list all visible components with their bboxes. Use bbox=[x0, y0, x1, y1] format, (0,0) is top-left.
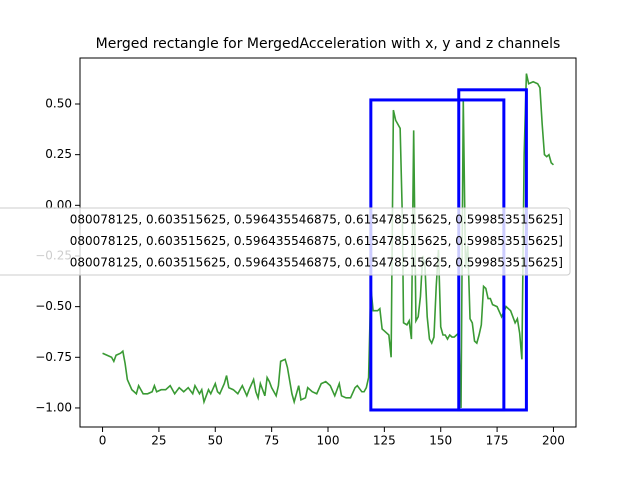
x-tick-label: 100 bbox=[317, 434, 340, 448]
legend-label: 080078125, 0.603515625, 0.596435546875, … bbox=[70, 213, 563, 227]
x-tick-label: 125 bbox=[373, 434, 396, 448]
x-tick-label: 50 bbox=[208, 434, 223, 448]
y-tick-label: −0.50 bbox=[35, 299, 72, 313]
chart-title: Merged rectangle for MergedAcceleration … bbox=[96, 36, 561, 52]
x-tick-label: 200 bbox=[542, 434, 565, 448]
y-tick-label: −1.00 bbox=[35, 400, 72, 414]
y-tick-label: 0.50 bbox=[45, 96, 72, 110]
x-tick-label: 175 bbox=[486, 434, 509, 448]
x-tick-label: 0 bbox=[99, 434, 107, 448]
y-tick-label: −0.75 bbox=[35, 350, 72, 364]
legend-label: 080078125, 0.603515625, 0.596435546875, … bbox=[70, 234, 563, 248]
x-tick-label: 150 bbox=[429, 434, 452, 448]
legend-box bbox=[0, 207, 571, 276]
y-tick-label: 0.25 bbox=[45, 147, 72, 161]
x-tick-label: 75 bbox=[264, 434, 279, 448]
data-line bbox=[102, 73, 554, 408]
legend-label: 080078125, 0.603515625, 0.596435546875, … bbox=[70, 256, 563, 270]
x-tick-label: 25 bbox=[151, 434, 166, 448]
